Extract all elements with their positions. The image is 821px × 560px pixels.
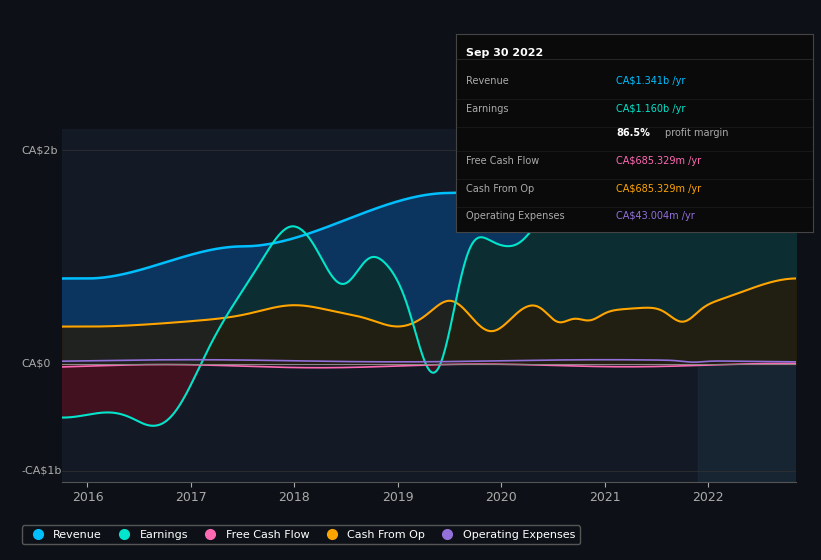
Text: profit margin: profit margin (664, 128, 728, 138)
Text: CA$685.329m /yr: CA$685.329m /yr (617, 156, 701, 166)
Text: CA$1.160b /yr: CA$1.160b /yr (617, 104, 686, 114)
Text: CA$43.004m /yr: CA$43.004m /yr (617, 212, 695, 222)
Text: 86.5%: 86.5% (617, 128, 650, 138)
Text: CA$685.329m /yr: CA$685.329m /yr (617, 184, 701, 194)
Text: CA$2b: CA$2b (21, 145, 57, 155)
Text: Cash From Op: Cash From Op (466, 184, 534, 194)
Text: Operating Expenses: Operating Expenses (466, 212, 565, 222)
Text: Revenue: Revenue (466, 76, 509, 86)
Bar (698, 129, 796, 482)
Text: Earnings: Earnings (466, 104, 509, 114)
Legend: Revenue, Earnings, Free Cash Flow, Cash From Op, Operating Expenses: Revenue, Earnings, Free Cash Flow, Cash … (22, 525, 580, 544)
Text: CA$0: CA$0 (21, 359, 51, 369)
Text: CA$1.341b /yr: CA$1.341b /yr (617, 76, 686, 86)
Text: Free Cash Flow: Free Cash Flow (466, 156, 539, 166)
Text: Sep 30 2022: Sep 30 2022 (466, 48, 544, 58)
Text: -CA$1b: -CA$1b (21, 466, 62, 476)
